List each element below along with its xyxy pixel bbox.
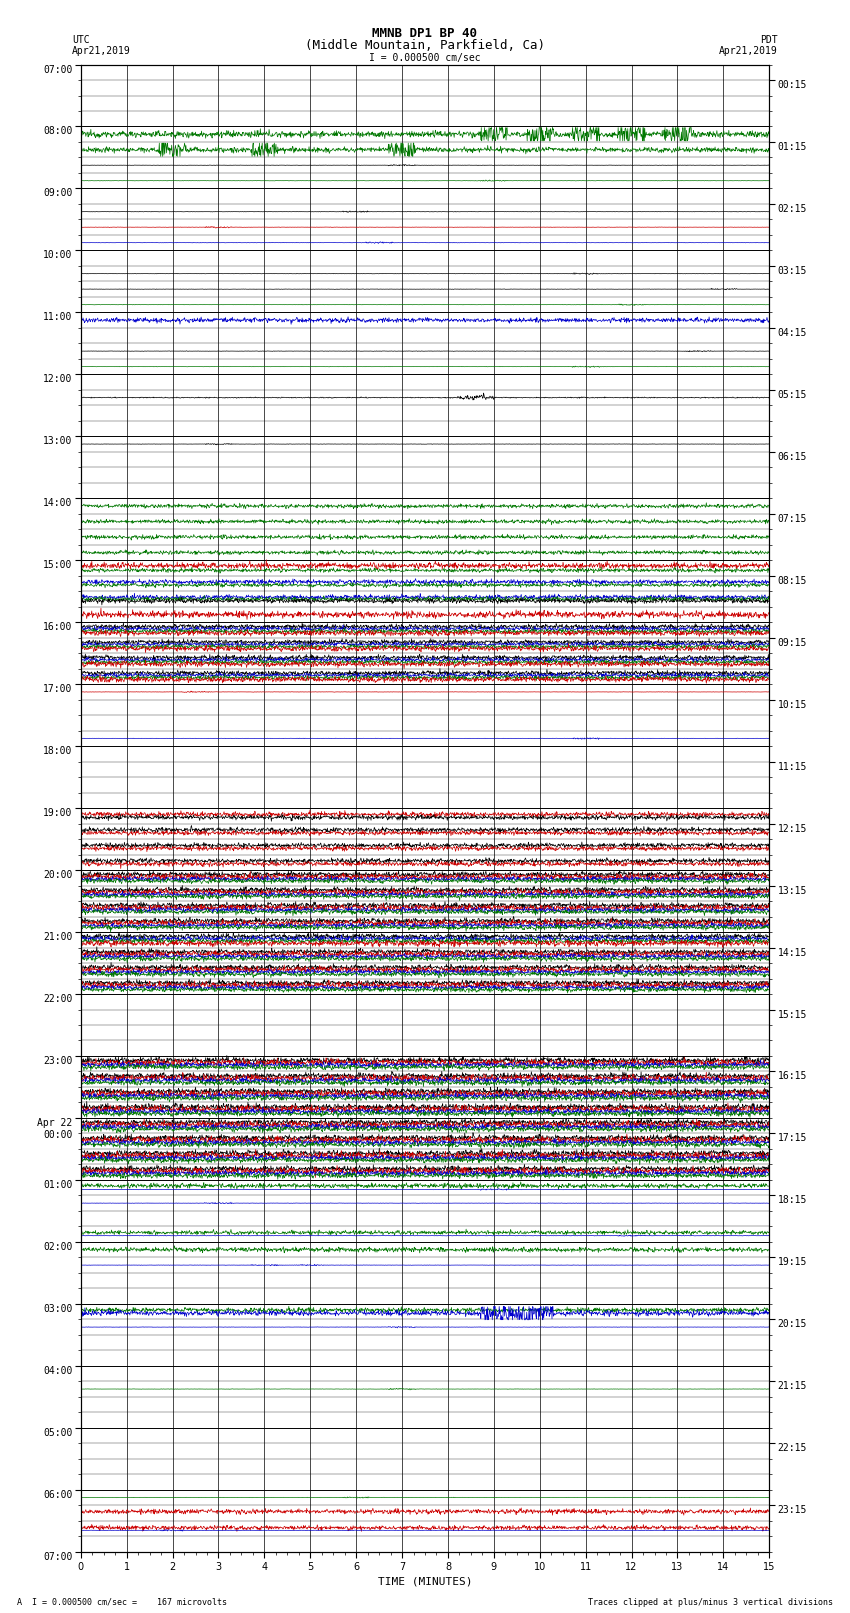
Text: Apr21,2019: Apr21,2019 bbox=[719, 47, 778, 56]
Text: I = 0.000500 cm/sec: I = 0.000500 cm/sec bbox=[369, 53, 481, 63]
Text: PDT: PDT bbox=[760, 35, 778, 45]
Text: (Middle Mountain, Parkfield, Ca): (Middle Mountain, Parkfield, Ca) bbox=[305, 39, 545, 52]
Text: MMNB DP1 BP 40: MMNB DP1 BP 40 bbox=[372, 27, 478, 40]
Text: UTC: UTC bbox=[72, 35, 90, 45]
Text: Apr21,2019: Apr21,2019 bbox=[72, 47, 131, 56]
Text: Traces clipped at plus/minus 3 vertical divisions: Traces clipped at plus/minus 3 vertical … bbox=[588, 1597, 833, 1607]
X-axis label: TIME (MINUTES): TIME (MINUTES) bbox=[377, 1576, 473, 1586]
Text: A  I = 0.000500 cm/sec =    167 microvolts: A I = 0.000500 cm/sec = 167 microvolts bbox=[17, 1597, 227, 1607]
